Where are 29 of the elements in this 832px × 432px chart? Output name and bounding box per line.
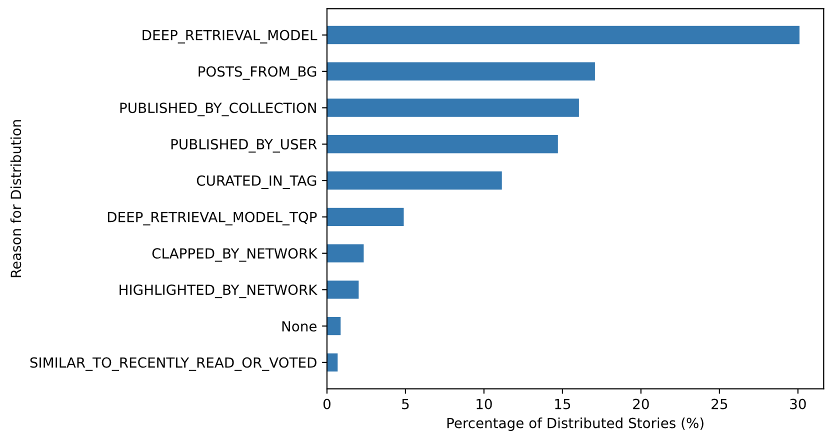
y-tick-label: SIMILAR_TO_RECENTLY_READ_OR_VOTED: [30, 357, 316, 371]
y-tick-label: CURATED_IN_TAG: [196, 175, 316, 189]
x-tick-label: 20: [633, 398, 649, 410]
bar: [326, 98, 579, 117]
y-tick-label: PUBLISHED_BY_COLLECTION: [120, 102, 316, 116]
bar: [326, 62, 595, 80]
y-axis-title: Reason for Distribution: [10, 120, 22, 278]
bar: [326, 353, 338, 372]
bar: [326, 208, 404, 226]
bar: [326, 280, 359, 299]
bar: [326, 244, 364, 262]
bar: [326, 171, 502, 190]
x-tick-label: 15: [555, 398, 570, 410]
x-tick-label: 10: [476, 398, 492, 410]
y-tick-label: DEEP_RETRIEVAL_MODEL: [142, 30, 318, 44]
y-tick-label: POSTS_FROM_BG: [198, 66, 316, 80]
x-tick-label: 5: [402, 398, 409, 410]
x-tick-label: 30: [790, 398, 806, 410]
y-tick-label: PUBLISHED_BY_USER: [171, 138, 317, 153]
y-tick-label: HIGHLIGHTED_BY_NETWORK: [120, 284, 318, 298]
y-tick-label: None: [282, 321, 317, 332]
x-tick-label: 0: [323, 398, 330, 410]
y-tick-label: CLAPPED_BY_NETWORK: [152, 248, 318, 262]
bar: [326, 316, 341, 336]
x-tick-label: 25: [712, 398, 728, 410]
bar: [326, 26, 800, 44]
y-tick-label: DEEP_RETRIEVAL_MODEL_TQP: [108, 212, 317, 226]
x-axis-title: Percentage of Distributed Stories (%): [447, 418, 704, 431]
bar: [326, 135, 558, 154]
